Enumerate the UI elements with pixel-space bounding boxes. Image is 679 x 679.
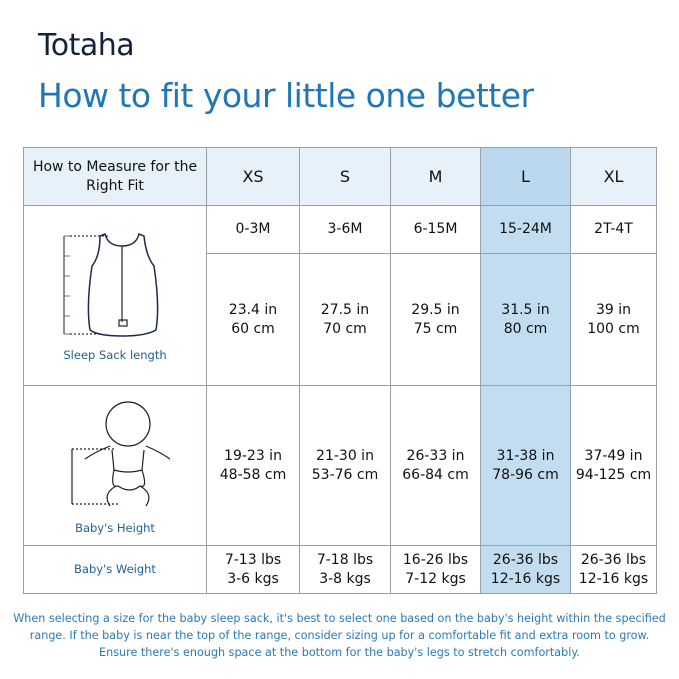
length-xl: 39 in 100 cm — [570, 253, 657, 386]
length-m: 29.5 in 75 cm — [390, 253, 481, 386]
weight-l: 26-36 lbs 12-16 kgs — [480, 545, 571, 594]
sleep-sack-icon — [63, 232, 159, 337]
size-chart-table: How to Measure for the Right Fit XS S M … — [23, 147, 657, 594]
sleep-sack-cell: Sleep Sack length — [23, 205, 207, 386]
age-xl: 2T-4T — [570, 205, 657, 254]
brand-logo: Totaha — [38, 28, 135, 63]
header-row: How to Measure for the Right Fit XS S M … — [23, 147, 657, 206]
length-xs: 23.4 in 60 cm — [206, 253, 300, 386]
footer-note: When selecting a size for the baby sleep… — [13, 612, 666, 659]
age-xs: 0-3M — [206, 205, 300, 254]
height-s: 21-30 in 53-76 cm — [299, 385, 391, 546]
header-m: M — [390, 147, 481, 206]
baby-weight-label: Baby's Weight — [23, 545, 207, 594]
header-l: L — [480, 147, 571, 206]
header-measure: How to Measure for the Right Fit — [23, 147, 207, 206]
age-m: 6-15M — [390, 205, 481, 254]
weight-s: 7-18 lbs 3-8 kgs — [299, 545, 391, 594]
header-xl: XL — [570, 147, 657, 206]
baby-icon — [71, 400, 171, 506]
height-xs: 19-23 in 48-58 cm — [206, 385, 300, 546]
height-m: 26-33 in 66-84 cm — [390, 385, 481, 546]
header-s: S — [299, 147, 391, 206]
baby-height-cell: Baby's Height — [23, 385, 207, 546]
age-s: 3-6M — [299, 205, 391, 254]
baby-height-label: Baby's Height — [75, 520, 155, 535]
header-xs: XS — [206, 147, 300, 206]
table-row: Baby's Height 19-23 in 48-58 cm 21-30 in 5… — [23, 385, 657, 546]
length-s: 27.5 in 70 cm — [299, 253, 391, 386]
weight-xl: 26-36 lbs 12-16 kgs — [570, 545, 657, 594]
length-l: 31.5 in 80 cm — [480, 253, 571, 386]
height-xl: 37-49 in 94-125 cm — [570, 385, 657, 546]
sleep-sack-label: Sleep Sack length — [63, 348, 167, 362]
page-title: How to fit your little one better — [38, 76, 534, 115]
table-row: Sleep Sack length 0-3M 3-6M 6-15M 15-24M… — [23, 205, 657, 386]
table-row: Baby's Weight 7-13 lbs 3-6 kgs 7-18 lbs 3-… — [23, 545, 657, 594]
height-l: 31-38 in 78-96 cm — [480, 385, 571, 546]
age-l: 15-24M — [480, 205, 571, 254]
weight-m: 16-26 lbs 7-12 kgs — [390, 545, 481, 594]
weight-xs: 7-13 lbs 3-6 kgs — [206, 545, 300, 594]
table-row: 23.4 in 60 cm 27.5 in 70 cm 29.5 in 75 cm 3… — [24, 253, 657, 386]
